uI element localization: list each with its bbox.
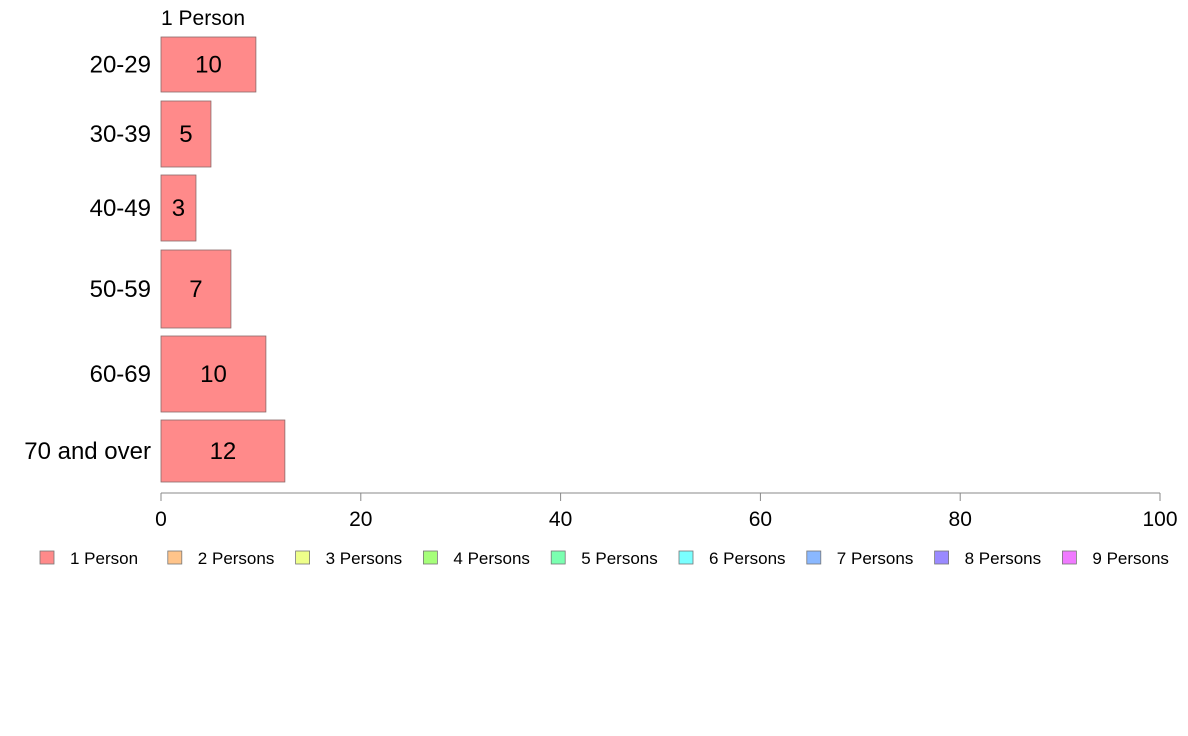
panel-label: 1 Person	[161, 7, 245, 30]
bar-70-and-over	[160, 419, 286, 483]
legend-label: 3 Persons	[326, 549, 403, 568]
legend-swatch	[678, 550, 694, 565]
legend-swatch	[167, 550, 183, 565]
bar-value-label: 7	[189, 276, 202, 303]
bar-50-59	[160, 249, 232, 329]
bar-group: 10 5 3 7 10 12	[160, 36, 286, 483]
bar-value-label: 10	[195, 52, 222, 79]
legend-swatch	[1062, 550, 1077, 565]
category-label: 20-29	[90, 52, 151, 79]
legend-label: 2 Persons	[198, 549, 275, 568]
legend-label: 8 Persons	[965, 549, 1042, 568]
legend-label: 9 Persons	[1092, 549, 1169, 568]
category-label: 30-39	[90, 121, 151, 148]
legend: 1 Person 2 Persons 3 Persons 4 Persons 5 Per…	[39, 549, 1169, 568]
legend-swatch	[295, 550, 311, 565]
x-tick-label: 80	[949, 508, 972, 531]
bar-20-29	[160, 36, 257, 93]
bar-40-49	[160, 174, 197, 242]
legend-swatch	[39, 550, 55, 565]
category-label: 40-49	[90, 195, 151, 222]
category-label: 50-59	[90, 276, 151, 303]
x-tick-label: 60	[749, 508, 772, 531]
legend-label: 1 Person	[70, 549, 138, 568]
legend-swatch	[550, 550, 566, 565]
bar-value-label: 10	[200, 361, 227, 388]
bar-30-39	[160, 100, 212, 168]
legend-swatch	[422, 550, 438, 565]
legend-swatch	[806, 550, 822, 565]
bar-value-label: 12	[210, 438, 237, 465]
category-labels: 20-29 30-39 40-49 50-59 60-69 70 and over	[24, 52, 151, 466]
legend-label: 5 Persons	[581, 549, 658, 568]
category-label: 70 and over	[24, 438, 151, 465]
legend-label: 6 Persons	[709, 549, 786, 568]
x-tick-label: 40	[549, 508, 572, 531]
bar-value-label: 3	[172, 195, 185, 222]
x-tick-label: 20	[349, 508, 372, 531]
category-label: 60-69	[90, 361, 151, 388]
x-axis: 0 20 40 60 80 100	[155, 492, 1178, 531]
bar-value-label: 5	[179, 121, 192, 148]
x-tick-label: 100	[1142, 508, 1177, 531]
legend-swatch	[934, 550, 949, 565]
legend-label: 7 Persons	[837, 549, 914, 568]
bar-60-69	[160, 335, 267, 413]
x-tick-label: 0	[155, 508, 167, 531]
legend-label: 4 Persons	[453, 549, 530, 568]
